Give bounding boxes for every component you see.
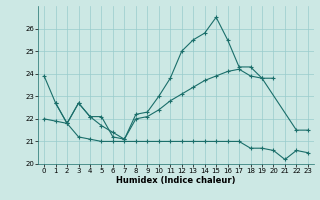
X-axis label: Humidex (Indice chaleur): Humidex (Indice chaleur) [116,176,236,185]
